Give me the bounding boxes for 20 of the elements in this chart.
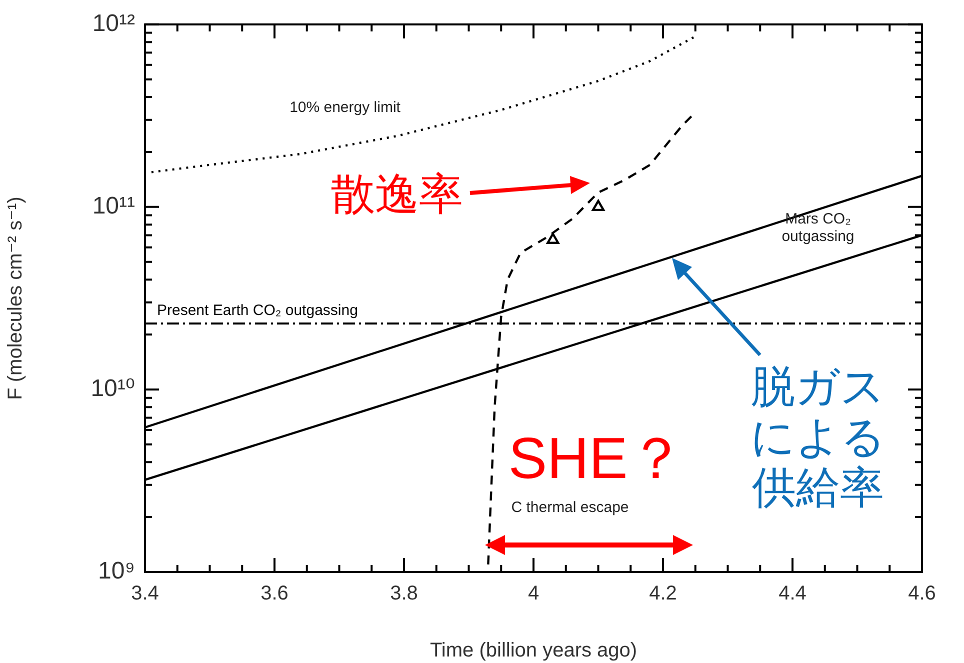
y-tick-label: 10¹¹ <box>92 192 135 220</box>
x-tick-label: 3.6 <box>260 582 288 605</box>
x-axis-title: Time (billion years ago) <box>430 640 638 662</box>
ref-line-label: Present Earth CO₂ outgassing <box>157 302 358 320</box>
y-tick-label: 10¹² <box>92 10 135 38</box>
annotation: 脱ガスによる供給率 <box>750 362 886 513</box>
x-tick-label: 4.6 <box>908 582 936 605</box>
y-tick-label: 10⁹ <box>98 558 135 585</box>
y-axis-title: F (molecules cm⁻² s⁻¹) <box>4 196 27 400</box>
annotation: C thermal escape <box>511 499 629 516</box>
x-tick-label: 4.2 <box>649 582 677 605</box>
x-tick-label: 4 <box>528 582 540 605</box>
annotation: Mars CO₂ outgassing <box>782 210 854 245</box>
x-tick-label: 4.4 <box>778 582 806 605</box>
x-tick-label: 3.8 <box>390 582 418 605</box>
y-tick-label: 10¹⁰ <box>90 375 135 402</box>
annotation: 10% energy limit <box>290 99 402 116</box>
annotation: SHE？ <box>508 426 686 491</box>
x-tick-label: 3.4 <box>131 582 159 605</box>
annotation: 散逸率 <box>331 170 463 220</box>
